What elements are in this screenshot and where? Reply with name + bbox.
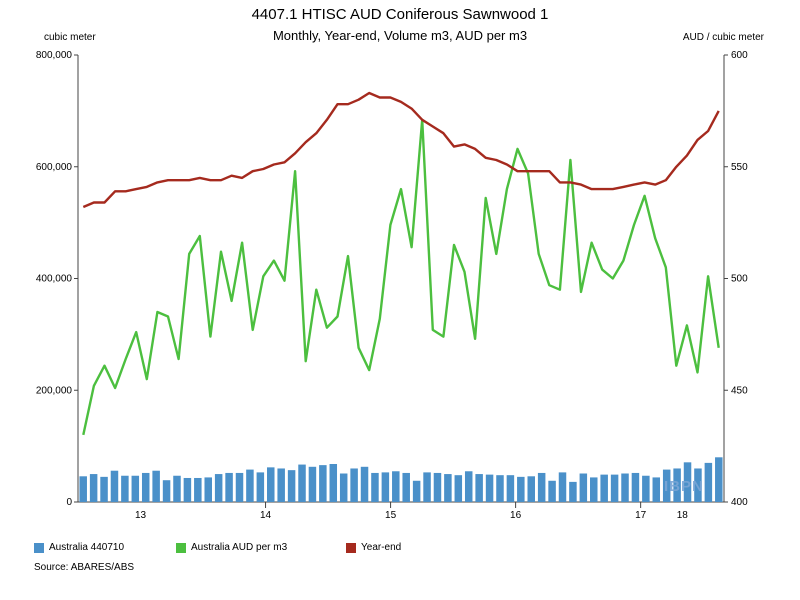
right-tick-label: 550 bbox=[731, 162, 748, 173]
volume-bar bbox=[79, 476, 87, 502]
volume-bar bbox=[89, 474, 98, 502]
legend-swatch-price bbox=[176, 542, 186, 553]
left-tick-label: 400,000 bbox=[36, 274, 73, 285]
volume-bar bbox=[235, 472, 244, 502]
left-tick-label: 200,000 bbox=[36, 385, 73, 396]
price-line bbox=[82, 118, 720, 436]
legend-swatch-year-end bbox=[346, 542, 356, 553]
volume-bar bbox=[183, 477, 192, 502]
volume-bar bbox=[110, 470, 119, 502]
volume-bar bbox=[715, 457, 723, 502]
volume-bar bbox=[131, 475, 140, 502]
legend-item-year-end[interactable]: Year-end bbox=[346, 542, 401, 553]
chart-subtitle: Monthly, Year-end, Volume m3, AUD per m3 bbox=[272, 28, 528, 43]
year-end-line bbox=[82, 91, 720, 209]
volume-bar bbox=[642, 475, 650, 502]
chart-title: 4407.1 HTISC AUD Coniferous Sawnwood 1 bbox=[251, 6, 549, 23]
legend-item-volume[interactable]: Australia 440710 bbox=[34, 542, 124, 553]
volume-bar bbox=[444, 474, 452, 502]
volume-bar bbox=[610, 474, 619, 502]
right-tick-label: 400 bbox=[731, 497, 748, 508]
left-tick-label: 600,000 bbox=[36, 162, 73, 173]
volume-bar bbox=[329, 464, 338, 502]
volume-bar bbox=[527, 476, 535, 502]
volume-bar bbox=[381, 472, 390, 502]
volume-bar bbox=[246, 469, 254, 502]
legend-item-price[interactable]: Australia AUD per m3 bbox=[176, 542, 287, 553]
volume-bar bbox=[100, 476, 108, 502]
volume-bar bbox=[579, 473, 588, 502]
ibpn-logo: IBPN bbox=[664, 478, 704, 495]
right-tick-label: 500 bbox=[731, 274, 748, 285]
volume-bar bbox=[673, 468, 681, 502]
volume-bar bbox=[475, 474, 483, 502]
volume-bar bbox=[600, 474, 608, 502]
volume-bar bbox=[621, 473, 629, 502]
volume-bar bbox=[590, 477, 598, 502]
volume-bar bbox=[162, 480, 171, 502]
volume-bar bbox=[558, 472, 567, 502]
volume-bar bbox=[412, 480, 421, 502]
volume-bar bbox=[152, 470, 160, 502]
volume-bar bbox=[267, 467, 275, 502]
legend-swatch-volume bbox=[34, 542, 44, 553]
x-tick-label: 17 bbox=[635, 510, 647, 521]
x-tick-label: 14 bbox=[260, 510, 272, 521]
left-axis-unit: cubic meter bbox=[44, 32, 96, 43]
x-tick-label: 18 bbox=[677, 510, 689, 521]
volume-bar bbox=[214, 474, 223, 502]
volume-bar bbox=[454, 475, 463, 502]
volume-bar bbox=[204, 477, 212, 502]
volume-bar bbox=[683, 462, 692, 502]
left-tick-label: 800,000 bbox=[36, 50, 73, 61]
volume-bar bbox=[392, 471, 400, 502]
volume-bar bbox=[339, 473, 348, 502]
right-axis-unit: AUD / cubic meter bbox=[682, 32, 764, 43]
right-tick-label: 600 bbox=[731, 50, 748, 61]
volume-bar bbox=[277, 468, 285, 502]
volume-bar bbox=[121, 475, 129, 502]
x-tick-label: 15 bbox=[385, 510, 397, 521]
volume-bar bbox=[569, 481, 577, 502]
volume-bar bbox=[704, 462, 713, 502]
volume-bar bbox=[371, 472, 379, 502]
volume-bar bbox=[537, 472, 546, 502]
volume-bar bbox=[694, 468, 702, 502]
legend-label-volume: Australia 440710 bbox=[49, 542, 125, 553]
volume-bar bbox=[402, 472, 410, 502]
right-tick-label: 450 bbox=[731, 385, 748, 396]
volume-bar bbox=[631, 472, 640, 502]
volume-bar bbox=[308, 466, 317, 502]
volume-bar bbox=[173, 475, 181, 502]
volume-bar bbox=[194, 477, 202, 502]
volume-bar bbox=[662, 469, 671, 502]
legend-label-year-end: Year-end bbox=[361, 542, 402, 553]
source-note: Source: ABARES/ABS bbox=[34, 562, 135, 573]
volume-bar bbox=[496, 475, 504, 502]
x-tick-label: 13 bbox=[135, 510, 147, 521]
x-tick-label: 16 bbox=[510, 510, 522, 521]
volume-bar bbox=[360, 466, 369, 502]
volume-bar bbox=[464, 471, 473, 502]
volume-bar bbox=[517, 476, 525, 502]
volume-bar bbox=[506, 475, 515, 502]
volume-bar bbox=[485, 474, 494, 502]
volume-bar bbox=[225, 472, 233, 502]
volume-bar bbox=[141, 472, 150, 502]
volume-bar bbox=[319, 465, 327, 502]
volume-bar bbox=[350, 468, 358, 502]
legend-label-price: Australia AUD per m3 bbox=[191, 542, 288, 553]
volume-bar bbox=[298, 464, 306, 502]
volume-bar bbox=[433, 472, 442, 502]
volume-bar bbox=[287, 470, 296, 502]
volume-bar bbox=[652, 477, 661, 502]
left-tick-label: 0 bbox=[66, 497, 72, 508]
volume-bar bbox=[256, 472, 265, 502]
volume-bar bbox=[548, 480, 556, 502]
volume-bar bbox=[423, 472, 431, 502]
